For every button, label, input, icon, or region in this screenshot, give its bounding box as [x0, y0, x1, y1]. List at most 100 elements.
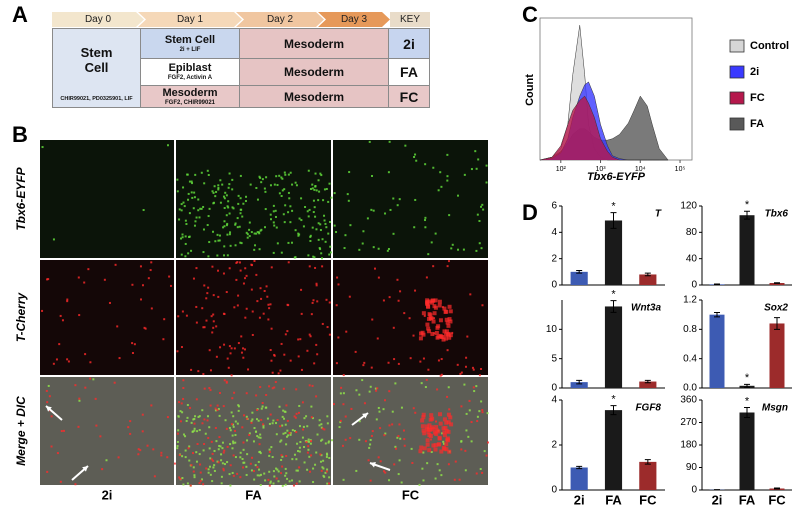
chart-title: Sox2: [764, 303, 788, 314]
cell-dot: [239, 269, 242, 272]
cell-dot: [212, 326, 215, 329]
cell-dot: [255, 187, 258, 190]
cell-dot: [187, 192, 190, 195]
cell-dot: [320, 439, 323, 442]
cell-dot: [454, 460, 457, 463]
cell-dot: [176, 432, 179, 435]
cell-dot: [436, 388, 439, 391]
cell-dot: [314, 185, 317, 188]
cell-dot: [447, 463, 450, 466]
cell-dot: [62, 429, 65, 432]
cell-dot: [217, 408, 220, 411]
cell-dot: [294, 181, 297, 184]
cell-dot: [430, 331, 435, 336]
cell-dot: [311, 183, 314, 186]
cell-dot: [219, 346, 222, 349]
cell-dot: [268, 422, 271, 425]
cell-dot: [199, 463, 202, 466]
cell-dot: [221, 447, 224, 450]
cell-dot: [66, 298, 69, 301]
cell-dot: [446, 179, 449, 182]
cell-dot: [208, 387, 211, 390]
cell-dot: [224, 419, 227, 422]
cell-dot: [422, 431, 427, 436]
cell-dot: [317, 238, 320, 241]
cell-dot: [179, 420, 182, 423]
cell-dot: [215, 355, 218, 358]
cell-dot: [264, 208, 267, 211]
header-text: Day 0: [84, 14, 112, 25]
cell-dot: [308, 440, 311, 443]
cell-dot: [160, 454, 163, 457]
cell-dot: [476, 213, 479, 216]
cell-dot: [237, 409, 240, 412]
cell-dot: [223, 207, 226, 210]
cell-dot: [256, 231, 259, 234]
cell-dot: [178, 476, 181, 479]
cell-dot: [229, 484, 232, 487]
cell-dot: [344, 415, 347, 418]
cell-dot: [481, 411, 484, 414]
cell-dot: [89, 361, 92, 364]
cell-dot: [142, 209, 145, 212]
bar: [604, 220, 623, 285]
cell-dot: [388, 296, 391, 299]
cell-dot: [203, 182, 206, 185]
cell-dot: [223, 379, 226, 382]
cell-dot: [470, 440, 473, 443]
cell-dot: [442, 306, 447, 311]
cell-dot: [46, 278, 49, 281]
cell-dot: [207, 286, 210, 289]
cell-dot: [250, 263, 253, 266]
cell-dot: [223, 220, 226, 223]
cell-dot: [255, 232, 258, 235]
cell-dot: [268, 307, 271, 310]
cell-dot: [310, 405, 313, 408]
cell-dot: [328, 456, 331, 459]
error-bar: [644, 459, 651, 465]
cell-dot: [295, 469, 298, 472]
cell-dot: [55, 358, 58, 361]
cell-dot: [231, 178, 234, 181]
cell-dot: [485, 181, 488, 184]
cell-dot: [239, 174, 242, 177]
cell-dot: [182, 379, 185, 382]
cell-dot: [374, 387, 377, 390]
cell-dot: [259, 473, 262, 476]
cell-dot: [414, 198, 417, 201]
row-label: Tbx6-EYFP: [14, 166, 28, 230]
cell-dot: [427, 253, 430, 256]
cell-dot: [441, 432, 444, 435]
cell-dot: [451, 331, 454, 334]
cell-dot: [321, 238, 324, 241]
cell-dot: [212, 466, 215, 469]
cell-dot: [435, 335, 440, 340]
error-bar: [576, 465, 583, 470]
cell-dot: [306, 210, 309, 213]
cell-dot: [232, 440, 235, 443]
cell-dot: [379, 460, 382, 463]
cell-dot: [418, 483, 421, 486]
cell-dot: [284, 423, 287, 426]
cell-dot: [285, 443, 288, 446]
cell-dot: [328, 182, 331, 185]
error-bar: [744, 383, 750, 388]
cell-dot: [50, 415, 53, 418]
cell-dot: [219, 179, 222, 182]
cell-dot: [315, 284, 318, 287]
cell-dot: [176, 440, 179, 443]
cell-dot: [278, 174, 281, 177]
x-tick-label: 10³: [595, 166, 606, 173]
cell-dot: [307, 438, 310, 441]
cell-dot: [388, 140, 391, 143]
cell-dot: [244, 277, 247, 280]
y-tick-label: 0.0: [683, 383, 697, 394]
legend-label: FC: [750, 92, 765, 104]
cell-dot: [311, 384, 314, 387]
column-label: 2i: [102, 487, 113, 502]
cell-dot: [217, 448, 220, 451]
cell-dot: [436, 463, 439, 466]
cell-dot: [48, 395, 51, 398]
cell-dot: [387, 247, 390, 250]
cell-dot: [279, 440, 282, 443]
